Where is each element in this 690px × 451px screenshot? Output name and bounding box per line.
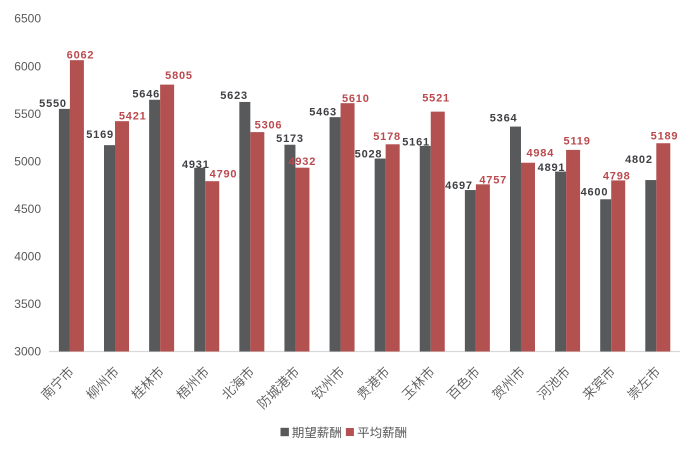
svg-text:6500: 6500 xyxy=(14,12,41,26)
svg-text:5646: 5646 xyxy=(132,88,160,100)
svg-text:5000: 5000 xyxy=(14,154,41,168)
svg-text:5169: 5169 xyxy=(86,129,114,141)
svg-text:4000: 4000 xyxy=(14,250,41,264)
svg-text:4500: 4500 xyxy=(14,202,41,216)
svg-text:5119: 5119 xyxy=(564,135,591,147)
svg-text:5306: 5306 xyxy=(255,119,283,131)
svg-text:5500: 5500 xyxy=(14,107,41,121)
svg-text:4984: 4984 xyxy=(526,147,554,159)
svg-text:6062: 6062 xyxy=(67,50,95,62)
svg-text:5189: 5189 xyxy=(651,131,679,143)
svg-text:4802: 4802 xyxy=(625,154,653,166)
svg-text:6000: 6000 xyxy=(14,59,41,73)
svg-text:5364: 5364 xyxy=(490,113,518,125)
svg-text:4798: 4798 xyxy=(603,171,631,183)
svg-text:4790: 4790 xyxy=(210,169,238,181)
svg-text:5421: 5421 xyxy=(119,110,147,122)
svg-text:5623: 5623 xyxy=(220,90,248,102)
svg-text:4891: 4891 xyxy=(538,162,566,174)
svg-text:5028: 5028 xyxy=(355,148,383,160)
svg-text:4932: 4932 xyxy=(288,156,316,168)
svg-text:5463: 5463 xyxy=(309,107,337,119)
svg-text:5173: 5173 xyxy=(276,133,304,145)
svg-text:5805: 5805 xyxy=(165,70,193,82)
svg-text:3000: 3000 xyxy=(14,345,41,359)
svg-text:4697: 4697 xyxy=(445,180,473,192)
svg-text:3500: 3500 xyxy=(14,297,41,311)
svg-text:5550: 5550 xyxy=(39,98,67,110)
svg-text:5521: 5521 xyxy=(422,92,450,104)
svg-text:4931: 4931 xyxy=(182,159,210,171)
svg-text:4757: 4757 xyxy=(479,174,507,186)
svg-text:4600: 4600 xyxy=(581,187,609,199)
svg-text:5161: 5161 xyxy=(402,136,430,148)
svg-text:5178: 5178 xyxy=(373,131,401,143)
svg-text:5610: 5610 xyxy=(342,93,370,105)
